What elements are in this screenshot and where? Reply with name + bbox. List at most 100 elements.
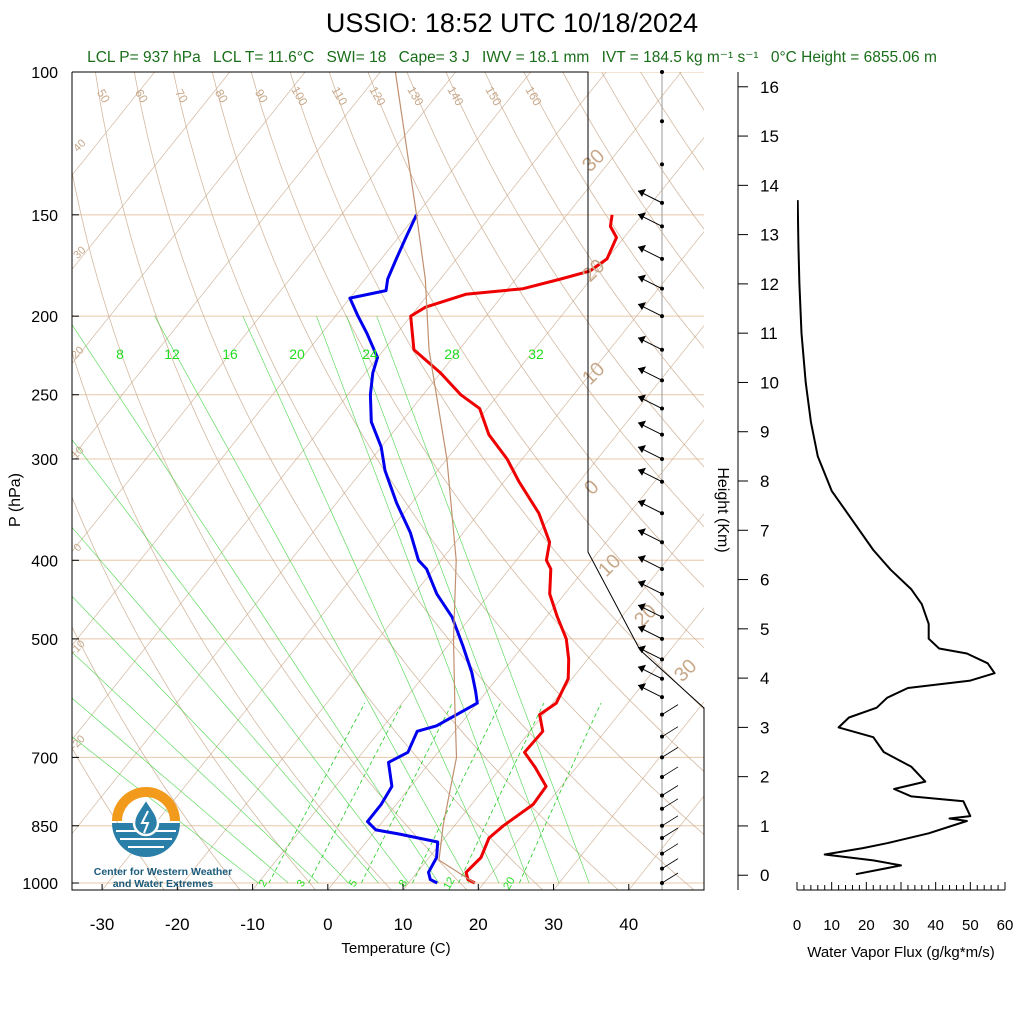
wvf-x-axis-label: Water Vapor Flux (g/kg*m/s) [807,944,995,961]
height-tick-label: 10 [760,373,779,392]
dry-adiabat-line [250,72,704,773]
isotherm-line [101,137,704,890]
height-tick-label: 2 [760,768,769,787]
mixing-ratio-label: 24 [362,346,378,362]
wind-barb-flag [638,188,646,197]
mixing-ratio-bottom-label: 2 [257,878,270,889]
dry-adiabat-line [328,72,704,649]
wind-barb-flag [638,579,646,588]
y-tick-label: 100 [31,65,58,82]
wind-barb-flag [638,664,646,673]
wind-barb-flag [638,212,646,221]
mixing-ratio-bottom-label: 3 [295,878,308,889]
mixing-ratio-label: 20 [289,346,305,362]
height-tick-label: 6 [760,571,769,590]
mixing-ratio-bottom-label: 12 [441,875,458,892]
wind-barb-flag [638,645,646,654]
chart-title: USSIO: 18:52 UTC 10/18/2024 [325,8,699,38]
height-tick-label: 4 [760,669,769,688]
stat-lcl-temperature: LCL T= 11.6°C [213,49,315,66]
wvf-x-tick-label: 10 [823,917,840,934]
dry-adiabat-line [484,72,704,408]
height-tick-label: 13 [760,226,779,245]
y-tick-label: 150 [31,208,58,225]
moist-adiabat-line [72,651,319,884]
moist-adiabat-line [72,439,409,884]
wind-barb [661,815,679,827]
stat-cape: Cape= 3 J [398,49,470,66]
skewt-background-lines [72,72,704,890]
isotherm-line [703,889,704,890]
wind-barb-flag [638,335,646,344]
isotherm-line [72,72,607,741]
wvf-x-tick-label: 0 [793,917,801,934]
wind-barb [661,798,679,810]
stat-lcl-pressure: LCL P= 937 hPa [87,49,201,66]
dry-adiabat-line [562,72,704,290]
wvf-x-tick-label: 50 [962,917,979,934]
x-tick-label: -30 [90,915,115,934]
isotherm-label: 10 [594,550,625,581]
dry-adiabat-label: 150 [482,84,504,109]
logo-text: Center for Western Weather and Water Ext… [88,866,238,890]
logo-line-2: and Water Extremes [112,878,214,890]
moist-adiabat-line [72,595,349,884]
dry-adiabat-line [72,747,165,890]
mixing-ratio-line [458,702,545,884]
x-tick-label: -10 [240,915,265,934]
dry-adiabat-line [133,72,619,890]
dry-adiabat-line [601,72,704,230]
y-tick-label: 850 [31,819,58,836]
height-tick-label: 11 [760,324,778,343]
height-tick-label: 7 [760,521,769,540]
y-tick-label: 700 [31,750,58,767]
dry-adiabat-line [72,625,241,890]
isotherm-label: 30 [71,244,88,261]
dry-adiabat-label: 110 [329,84,351,108]
isotherm-line [252,325,704,890]
wvf-x-tick-label: 40 [927,917,944,934]
isotherm-label: 0 [580,476,603,499]
height-tick-label: 15 [760,127,779,146]
isotherm-line [72,72,306,364]
x-tick-label: 40 [619,915,638,934]
wind-barb-dot [660,119,664,124]
wind-barb-flag [638,366,646,375]
moist-adiabat-line [72,324,439,884]
logo-line-1: Center for Western Weather [93,866,233,878]
isotherm-line [553,701,704,890]
wind-barb [661,726,679,738]
stat-freezing-height: 0°C Height = 6855.06 m [770,49,937,66]
wind-barb-flag [638,528,646,537]
height-tick-label: 5 [760,620,769,639]
skewt-axes: -30 -20 -10 0 10 20 30 401001502002503004005007… [22,65,638,934]
stat-iwv: IWV = 18.1 mm [482,49,590,66]
mixing-ratio-label: 16 [222,346,238,362]
mixing-ratio-line [268,702,366,884]
isotherm-label: 30 [578,145,609,176]
height-tick-label: 0 [760,866,769,885]
dry-adiabat-label: 50 [94,87,113,106]
skewt-traces [348,72,618,885]
dry-adiabat-label: 120 [366,84,388,109]
dry-adiabat-label: 160 [522,84,544,109]
dry-adiabat-line [406,72,704,528]
wvf-x-tick-label: 30 [893,917,910,934]
dry-adiabat-line [172,72,695,890]
isotherm-line [72,72,381,458]
isotherm-label: 0 [71,541,84,554]
wvf-x-tick-label: 20 [858,917,875,934]
wind-barbs [637,70,679,890]
wvf-profile-line [797,200,996,876]
moist-adiabat-line [316,315,530,884]
x-tick-label: -20 [165,915,190,934]
dry-adiabat-label: 60 [132,87,151,106]
height-tick-label: 12 [760,275,779,294]
dry-adiabat-line [289,72,704,710]
dry-adiabat-label: 100 [288,84,310,109]
mixing-ratio-label: 8 [116,346,124,362]
isotherm-label: 40 [71,137,88,154]
dry-adiabat-line [95,72,543,890]
isotherm-label: -10 [68,638,88,658]
